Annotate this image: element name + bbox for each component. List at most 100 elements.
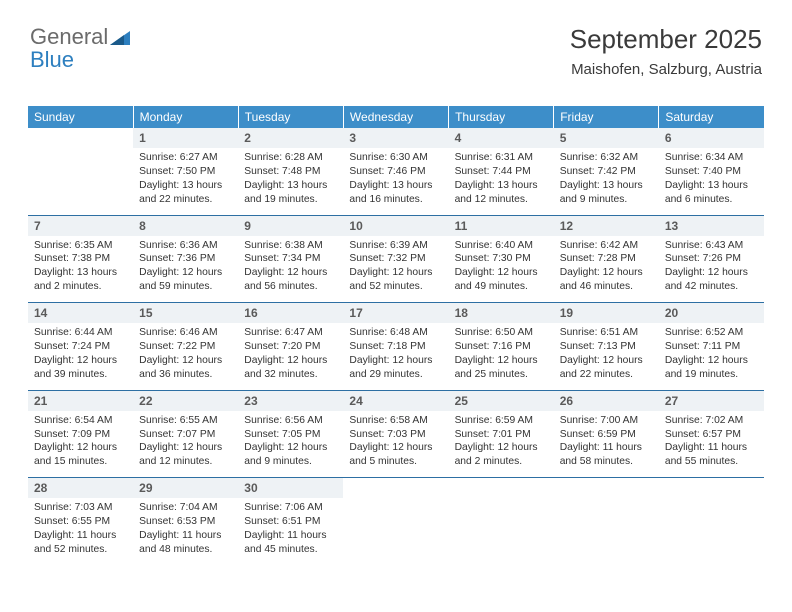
- day-body-cell: [28, 148, 133, 215]
- day-sr: Sunrise: 7:00 AM: [560, 414, 653, 428]
- day-ss: Sunset: 6:53 PM: [139, 515, 232, 529]
- day-d2: and 25 minutes.: [455, 368, 548, 382]
- weekday-header: Tuesday: [238, 106, 343, 128]
- day-sr: Sunrise: 6:58 AM: [349, 414, 442, 428]
- day-ss: Sunset: 7:01 PM: [455, 428, 548, 442]
- day-number-cell: 13: [659, 215, 764, 236]
- day-body-cell: [554, 498, 659, 565]
- day-sr: Sunrise: 6:31 AM: [455, 151, 548, 165]
- day-sr: Sunrise: 6:50 AM: [455, 326, 548, 340]
- day-body-cell: Sunrise: 7:02 AMSunset: 6:57 PMDaylight:…: [659, 411, 764, 478]
- day-ss: Sunset: 7:30 PM: [455, 252, 548, 266]
- day-sr: Sunrise: 6:47 AM: [244, 326, 337, 340]
- day-number-cell: 14: [28, 303, 133, 324]
- day-sr: Sunrise: 6:55 AM: [139, 414, 232, 428]
- day-d1: Daylight: 12 hours: [244, 266, 337, 280]
- day-body-cell: [343, 498, 448, 565]
- daybody-row: Sunrise: 6:44 AMSunset: 7:24 PMDaylight:…: [28, 323, 764, 390]
- day-number-cell: [659, 478, 764, 499]
- day-d1: Daylight: 11 hours: [665, 441, 758, 455]
- day-ss: Sunset: 6:57 PM: [665, 428, 758, 442]
- day-d2: and 36 minutes.: [139, 368, 232, 382]
- calendar-table: Sunday Monday Tuesday Wednesday Thursday…: [28, 106, 764, 565]
- day-d2: and 9 minutes.: [560, 193, 653, 207]
- day-d2: and 39 minutes.: [34, 368, 127, 382]
- day-d1: Daylight: 13 hours: [244, 179, 337, 193]
- day-number-cell: 27: [659, 390, 764, 411]
- day-number-cell: 30: [238, 478, 343, 499]
- day-number-cell: 2: [238, 128, 343, 148]
- day-d2: and 42 minutes.: [665, 280, 758, 294]
- title-block: September 2025 Maishofen, Salzburg, Aust…: [570, 24, 762, 78]
- day-ss: Sunset: 7:22 PM: [139, 340, 232, 354]
- day-number-cell: 7: [28, 215, 133, 236]
- logo-word1: General: [30, 24, 108, 49]
- day-body-cell: Sunrise: 6:55 AMSunset: 7:07 PMDaylight:…: [133, 411, 238, 478]
- day-body-cell: Sunrise: 6:35 AMSunset: 7:38 PMDaylight:…: [28, 236, 133, 303]
- day-ss: Sunset: 7:13 PM: [560, 340, 653, 354]
- day-d2: and 48 minutes.: [139, 543, 232, 557]
- day-ss: Sunset: 7:48 PM: [244, 165, 337, 179]
- day-body-cell: Sunrise: 6:36 AMSunset: 7:36 PMDaylight:…: [133, 236, 238, 303]
- daybody-row: Sunrise: 6:27 AMSunset: 7:50 PM Daylight:…: [28, 148, 764, 215]
- day-d1: Daylight: 12 hours: [34, 441, 127, 455]
- day-d1: Daylight: 12 hours: [455, 266, 548, 280]
- day-number-cell: 12: [554, 215, 659, 236]
- day-d2: and 16 minutes.: [349, 193, 442, 207]
- day-sr: Sunrise: 6:35 AM: [34, 239, 127, 253]
- day-ss: Sunset: 7:50 PM: [139, 165, 232, 179]
- day-d2: and 12 minutes.: [455, 193, 548, 207]
- day-ss: Sunset: 7:05 PM: [244, 428, 337, 442]
- day-number-cell: [343, 478, 448, 499]
- day-number-cell: [28, 128, 133, 148]
- day-d2: and 2 minutes.: [34, 280, 127, 294]
- day-body-cell: Sunrise: 6:58 AMSunset: 7:03 PMDaylight:…: [343, 411, 448, 478]
- day-d1: Daylight: 12 hours: [455, 441, 548, 455]
- daynum-row: 14151617181920: [28, 303, 764, 324]
- day-body-cell: Sunrise: 6:27 AMSunset: 7:50 PMDaylight:…: [133, 148, 238, 215]
- day-sr: Sunrise: 6:27 AM: [139, 151, 232, 165]
- day-d2: and 19 minutes.: [665, 368, 758, 382]
- daynum-row: 282930: [28, 478, 764, 499]
- day-ss: Sunset: 7:42 PM: [560, 165, 653, 179]
- day-d2: and 2 minutes.: [455, 455, 548, 469]
- day-body-cell: Sunrise: 6:42 AMSunset: 7:28 PMDaylight:…: [554, 236, 659, 303]
- day-d1: Daylight: 12 hours: [665, 266, 758, 280]
- day-d1: Daylight: 12 hours: [244, 441, 337, 455]
- day-number-cell: 20: [659, 303, 764, 324]
- day-d2: and 22 minutes.: [139, 193, 232, 207]
- day-d1: Daylight: 12 hours: [244, 354, 337, 368]
- day-sr: Sunrise: 6:59 AM: [455, 414, 548, 428]
- day-number-cell: 21: [28, 390, 133, 411]
- day-number-cell: 24: [343, 390, 448, 411]
- day-number-cell: 10: [343, 215, 448, 236]
- daynum-row: 78910111213: [28, 215, 764, 236]
- daybody-row: Sunrise: 7:03 AMSunset: 6:55 PMDaylight:…: [28, 498, 764, 565]
- day-d2: and 15 minutes.: [34, 455, 127, 469]
- day-body-cell: Sunrise: 7:06 AMSunset: 6:51 PMDaylight:…: [238, 498, 343, 565]
- day-number-cell: 11: [449, 215, 554, 236]
- day-d2: and 49 minutes.: [455, 280, 548, 294]
- day-number-cell: 25: [449, 390, 554, 411]
- day-d1: Daylight: 13 hours: [455, 179, 548, 193]
- day-d2: and 29 minutes.: [349, 368, 442, 382]
- day-d2: and 6 minutes.: [665, 193, 758, 207]
- day-body-cell: Sunrise: 6:32 AMSunset: 7:42 PMDaylight:…: [554, 148, 659, 215]
- day-d1: Daylight: 11 hours: [244, 529, 337, 543]
- weekday-header: Sunday: [28, 106, 133, 128]
- day-body-cell: Sunrise: 7:00 AMSunset: 6:59 PMDaylight:…: [554, 411, 659, 478]
- day-d1: Daylight: 13 hours: [665, 179, 758, 193]
- day-number-cell: [449, 478, 554, 499]
- day-d2: and 58 minutes.: [560, 455, 653, 469]
- day-sr: Sunrise: 7:04 AM: [139, 501, 232, 515]
- day-d1: Daylight: 11 hours: [560, 441, 653, 455]
- day-d2: and 52 minutes.: [34, 543, 127, 557]
- day-d1: Daylight: 12 hours: [349, 266, 442, 280]
- day-number-cell: 5: [554, 128, 659, 148]
- day-sr: Sunrise: 6:38 AM: [244, 239, 337, 253]
- day-d2: and 59 minutes.: [139, 280, 232, 294]
- day-d2: and 9 minutes.: [244, 455, 337, 469]
- day-number-cell: 26: [554, 390, 659, 411]
- day-d2: and 45 minutes.: [244, 543, 337, 557]
- day-d1: Daylight: 12 hours: [139, 441, 232, 455]
